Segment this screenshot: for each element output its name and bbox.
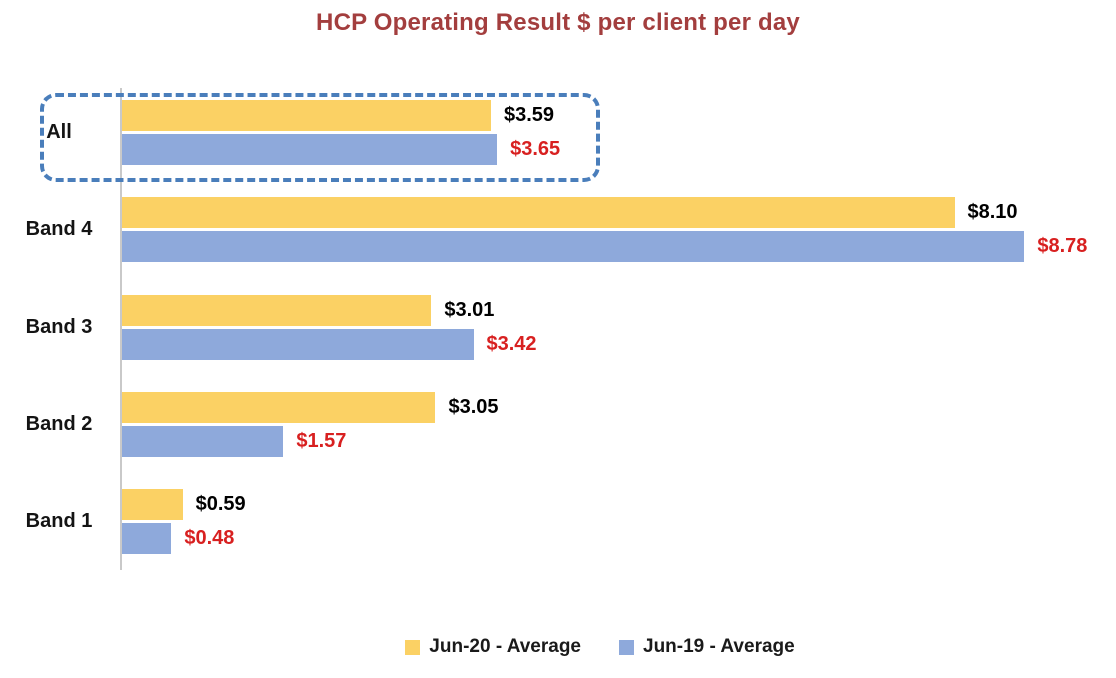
plot-area: All $3.59 $3.65 Band 4 $8.10 $8.78 Band 3 $3.01…	[26, 88, 1087, 570]
chart-title: HCP Operating Result $ per client per da…	[316, 9, 800, 36]
bar-jun-20-band-1	[122, 489, 183, 520]
chart-legend: Jun-20 - Average Jun-19 - Average	[0, 636, 1116, 658]
bar-jun-20-all	[122, 100, 491, 131]
category-label-band-4: Band 4	[25, 218, 93, 241]
category-label-band-2: Band 2	[25, 412, 93, 435]
category-label-all: All	[46, 121, 72, 143]
value-label-jun-20-band-1: $0.59	[195, 493, 246, 515]
value-label-jun-19-all: $3.65	[510, 138, 561, 160]
bar-jun-19-band-1	[122, 523, 172, 554]
jun20-swatch-icon	[405, 639, 421, 655]
category-label-band-1: Band 1	[25, 510, 93, 532]
legend-label-jun19: Jun-19 - Average	[643, 636, 795, 657]
value-label-jun-20-band-4: $8.10	[967, 201, 1018, 224]
value-label-jun-20-band-2: $3.05	[448, 395, 499, 418]
jun19-swatch-icon	[619, 639, 634, 655]
value-label-jun-19-band-4: $8.78	[1037, 235, 1088, 258]
bar-jun-19-band-4	[122, 231, 1025, 263]
legend-item-jun20: Jun-20 - Average	[405, 636, 581, 658]
bar-jun-20-band-3	[122, 294, 432, 326]
bar-jun-20-band-2	[122, 391, 436, 423]
value-label-jun-20-all: $3.59	[503, 104, 555, 126]
value-label-jun-19-band-2: $1.57	[296, 429, 347, 452]
bar-jun-19-all	[122, 134, 498, 165]
y-axis-line	[120, 88, 122, 570]
bar-jun-19-band-2	[122, 425, 284, 457]
value-label-jun-19-band-3: $3.42	[486, 332, 537, 355]
legend-item-jun19: Jun-19 - Average	[619, 636, 795, 658]
bar-jun-19-band-3	[122, 328, 474, 360]
bar-jun-20-band-4	[122, 197, 955, 229]
value-label-jun-19-band-1: $0.48	[184, 527, 235, 549]
legend-label-jun20: Jun-20 - Average	[429, 636, 581, 657]
category-label-band-3: Band 3	[25, 315, 93, 338]
value-label-jun-20-band-3: $3.01	[444, 298, 495, 321]
